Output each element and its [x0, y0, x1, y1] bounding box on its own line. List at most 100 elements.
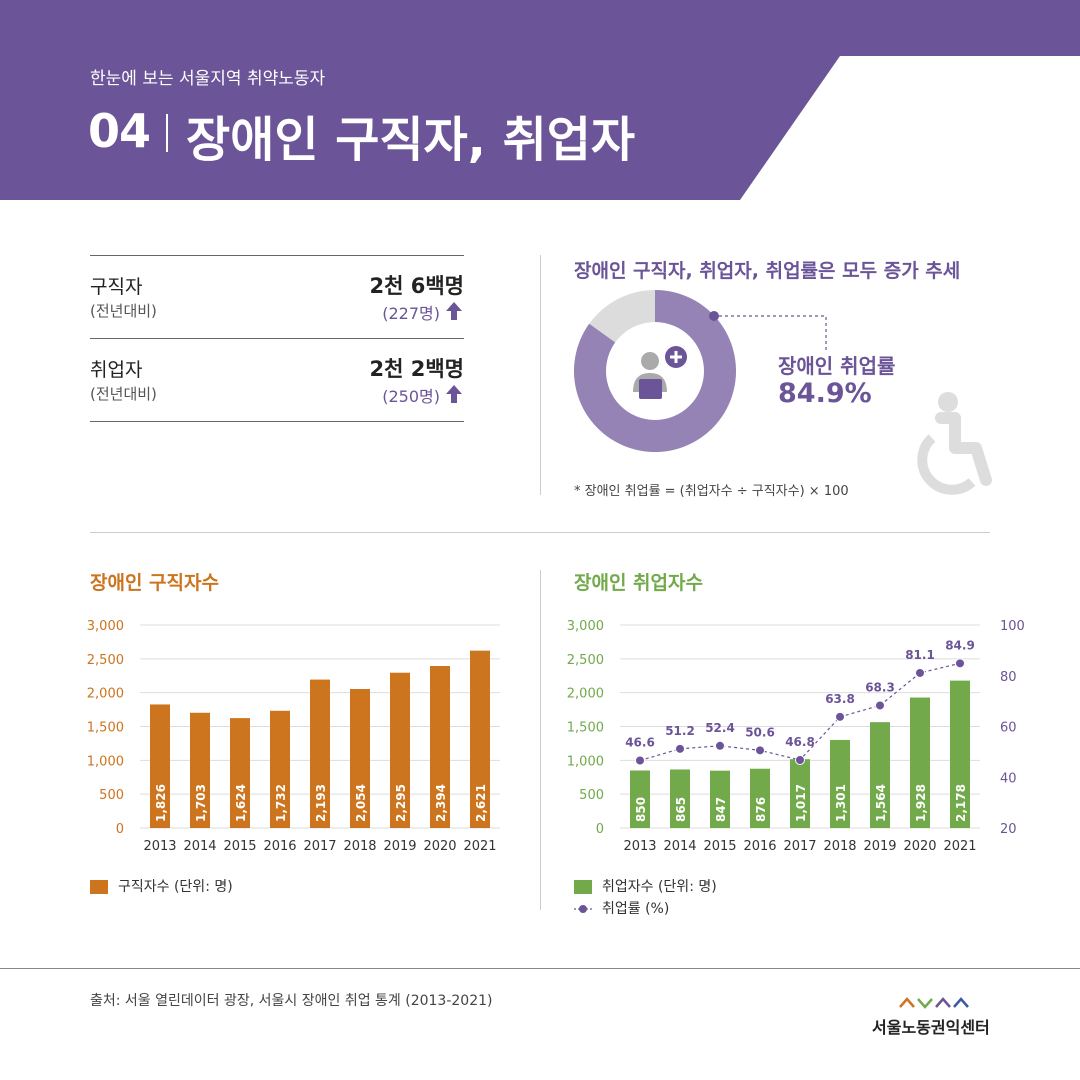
- legend-label: 구직자수 (단위: 명): [118, 879, 233, 895]
- stat-label: 취업자: [90, 359, 143, 381]
- rate-label: 장애인 취업률: [778, 354, 896, 378]
- bar: [710, 770, 730, 828]
- bar-value-label: 850: [634, 797, 648, 822]
- x-tick-label: 2015: [703, 839, 736, 854]
- arrow-up-icon: [446, 385, 462, 403]
- header-banner: [0, 0, 1080, 200]
- bar-value-label: 876: [754, 797, 768, 822]
- person-plus-icon: [633, 346, 687, 399]
- y-tick-label: 2,500: [87, 653, 124, 668]
- bar-value-label: 1,826: [154, 784, 168, 822]
- bar: [870, 722, 890, 828]
- header-subtitle: 한눈에 보는 서울지역 취약노동자: [90, 69, 326, 89]
- x-tick-label: 2017: [783, 839, 816, 854]
- bar-value-label: 1,564: [874, 784, 888, 822]
- y-tick-label: 500: [99, 788, 124, 803]
- x-tick-label: 2017: [303, 839, 336, 854]
- x-tick-label: 2014: [663, 839, 696, 854]
- bar: [670, 769, 690, 828]
- legend-line-marker: [574, 905, 592, 913]
- bar: [390, 672, 410, 828]
- vertical-divider: [540, 570, 541, 910]
- rate-value-label: 68.3: [865, 680, 895, 694]
- bar-value-label: 2,394: [434, 784, 448, 822]
- y2-tick-label: 100: [1000, 619, 1025, 634]
- rate-point: [715, 740, 725, 751]
- source-note: 출처: 서울 열린데이터 광장, 서울시 장애인 취업 통계 (2013-202…: [90, 993, 493, 1009]
- stat-jobseekers: 구직자 (전년대비) 2천 6백명 (227명): [90, 255, 464, 338]
- jobseekers-chart-title: 장애인 구직자수: [90, 572, 219, 594]
- rate-point: [915, 667, 925, 678]
- y-tick-label: 0: [116, 822, 124, 837]
- bar: [470, 650, 490, 828]
- stat-change: (250명): [382, 387, 440, 406]
- bar-value-label: 2,295: [394, 784, 408, 822]
- bar-value-label: 1,301: [834, 784, 848, 822]
- bar: [190, 712, 210, 828]
- stat-label: 구직자: [90, 276, 143, 298]
- rate-point: [835, 711, 845, 722]
- rate-value-label: 46.6: [625, 736, 655, 750]
- stat-value: 2천 6백명: [369, 274, 465, 298]
- bar: [350, 689, 370, 828]
- bar-value-label: 2,621: [474, 784, 488, 822]
- bar: [310, 679, 330, 828]
- section-number: 04: [88, 104, 151, 158]
- x-tick-label: 2021: [943, 839, 976, 854]
- rate-point: [795, 754, 805, 765]
- rate-value-label: 46.8: [785, 735, 815, 749]
- title-divider: [166, 114, 168, 152]
- y2-tick-label: 40: [1000, 771, 1017, 786]
- y-tick-label: 1,000: [567, 754, 604, 769]
- rate-value-label: 50.6: [745, 725, 775, 739]
- y-tick-label: 3,000: [567, 619, 604, 634]
- legend-swatch: [574, 880, 592, 894]
- stat-employed: 취업자 (전년대비) 2천 2백명 (250명): [90, 338, 464, 421]
- rate-value: 84.9%: [778, 378, 872, 409]
- employed-chart-title: 장애인 취업자수: [574, 572, 703, 594]
- x-tick-label: 2018: [823, 839, 856, 854]
- rate-point: [675, 743, 685, 754]
- legend-label: 취업률 (%): [602, 901, 670, 917]
- y-tick-label: 1,500: [87, 721, 124, 736]
- x-tick-label: 2019: [863, 839, 896, 854]
- y-tick-label: 2,000: [87, 687, 124, 702]
- rate-point: [755, 745, 765, 756]
- bar: [630, 770, 650, 828]
- y-tick-label: 1,000: [87, 754, 124, 769]
- logo-mark-icon: [899, 997, 969, 1009]
- y-tick-label: 500: [579, 788, 604, 803]
- bar: [950, 680, 970, 828]
- bar: [230, 718, 250, 828]
- bar-value-label: 2,178: [954, 784, 968, 822]
- jobseekers-bar-chart: 0 500 1,000 1,500 2,000 2,500 3,000 1,826 2013 1,…: [87, 619, 500, 854]
- vertical-divider: [540, 255, 541, 495]
- logo-text: 서울노동권익센터: [872, 1018, 990, 1037]
- bar: [830, 739, 850, 828]
- rate-point: [635, 755, 645, 766]
- bar: [910, 697, 930, 828]
- bar: [150, 704, 170, 828]
- x-tick-label: 2014: [183, 839, 216, 854]
- bar-value-label: 1,732: [274, 784, 288, 822]
- page-title: 장애인 구직자, 취업자: [186, 112, 636, 168]
- horizontal-divider: [90, 532, 990, 533]
- x-tick-label: 2021: [463, 839, 496, 854]
- stat-change: (227명): [382, 304, 440, 323]
- stats-bottom-rule: [90, 421, 464, 422]
- rate-value-label: 63.8: [825, 692, 855, 706]
- x-tick-label: 2020: [903, 839, 936, 854]
- bar-value-label: 1,928: [914, 784, 928, 822]
- rate-point: [875, 700, 885, 711]
- bar-value-label: 1,624: [234, 784, 248, 822]
- stat-sub: (전년대비): [90, 302, 157, 320]
- y-tick-label: 0: [596, 822, 604, 837]
- bar: [430, 666, 450, 828]
- bar-value-label: 1,703: [194, 784, 208, 822]
- rate-formula-note: * 장애인 취업률 = (취업자수 ÷ 구직자수) × 100: [574, 484, 849, 499]
- y2-tick-label: 80: [1000, 670, 1017, 685]
- x-tick-label: 2013: [143, 839, 176, 854]
- arrow-up-icon: [446, 302, 462, 320]
- employed-legend-line: 취업률 (%): [574, 898, 669, 918]
- x-tick-label: 2013: [623, 839, 656, 854]
